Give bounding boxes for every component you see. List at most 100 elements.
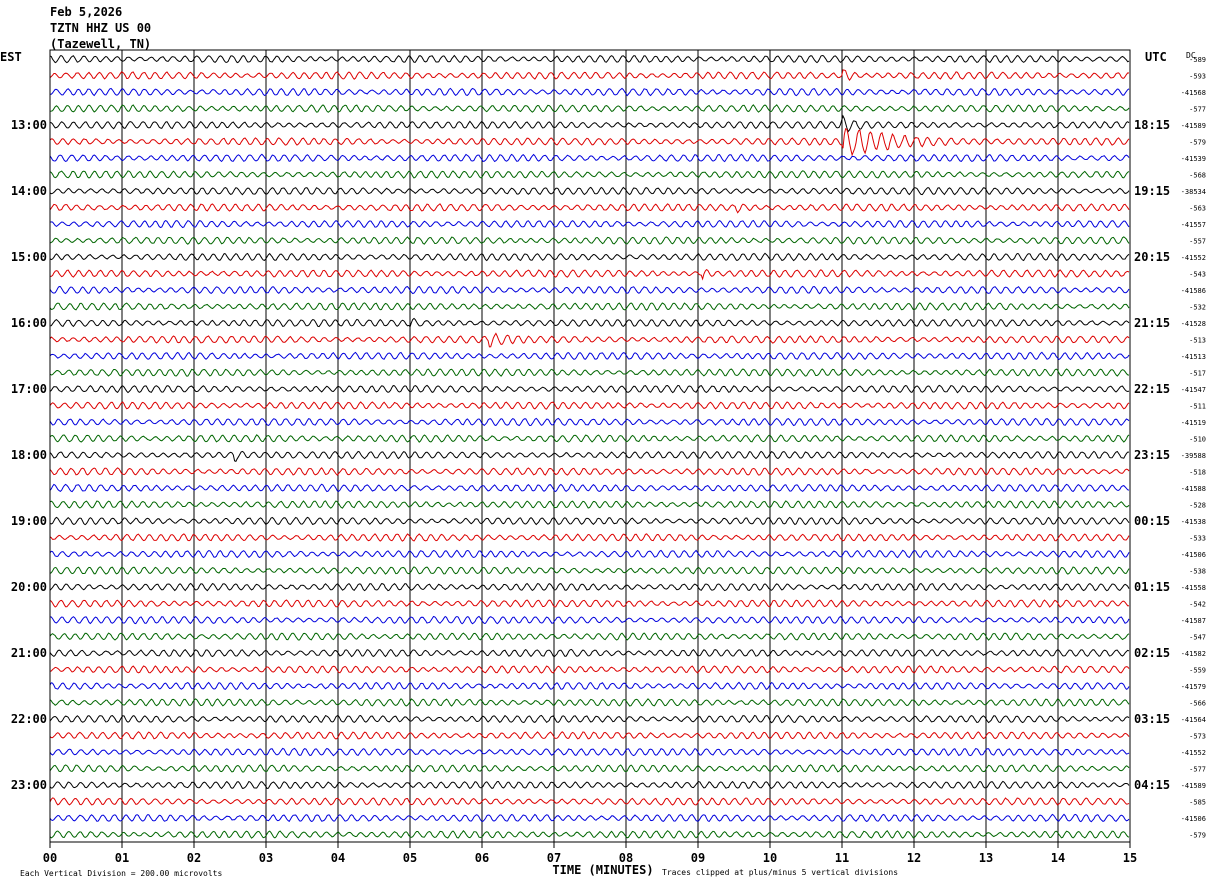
est-hour-label: 20:00: [11, 580, 47, 594]
x-tick-label: 05: [403, 851, 417, 865]
utc-hour-label: 00:15: [1134, 514, 1170, 528]
est-hour-label: 23:00: [11, 778, 47, 792]
seismic-trace: [49, 351, 1130, 361]
seismic-trace: [49, 317, 1130, 328]
est-hour-label: 21:00: [11, 646, 47, 660]
dc-offset-label: -559: [1189, 667, 1206, 675]
seismic-trace: [49, 417, 1130, 427]
seismic-trace: [49, 285, 1130, 295]
dc-offset-label: -579: [1189, 832, 1206, 840]
seismic-trace: [49, 203, 1130, 214]
x-tick-label: 02: [187, 851, 201, 865]
dc-offset-label: -568: [1189, 172, 1206, 180]
seismic-trace: [49, 332, 1130, 348]
seismic-trace: [49, 302, 1130, 311]
seismic-trace: [49, 797, 1130, 806]
dc-offset-label: -547: [1189, 634, 1206, 642]
dc-offset-label: -41564: [1181, 716, 1206, 724]
dc-offset-label: -41506: [1181, 815, 1206, 823]
dc-offset-label: -510: [1189, 436, 1206, 444]
seismic-trace: [49, 54, 1130, 64]
plot-date: Feb 5,2026: [50, 5, 123, 19]
utc-hour-label: 19:15: [1134, 184, 1170, 198]
dc-offset-label: -566: [1189, 700, 1206, 708]
est-hour-label: 17:00: [11, 382, 47, 396]
dc-offset-label: -577: [1189, 106, 1206, 114]
dc-offset-label: -41589: [1181, 122, 1206, 130]
x-tick-label: 13: [979, 851, 993, 865]
est-hour-labels: 13:00 14:00 15:00 16:00 17:00 18:00 19:00 20:00…: [11, 118, 47, 792]
dc-offset-label: -41582: [1181, 650, 1206, 658]
dc-offset-label: -538: [1189, 568, 1206, 576]
seismic-trace: [49, 681, 1130, 691]
utc-hour-label: 04:15: [1134, 778, 1170, 792]
dc-offset-label: -41513: [1181, 353, 1206, 361]
dc-offset-label: -41547: [1181, 386, 1206, 394]
seismic-trace: [49, 648, 1130, 658]
dc-offset-label: -41538: [1181, 518, 1206, 526]
seismic-trace: [49, 467, 1130, 476]
seismic-trace: [49, 500, 1130, 509]
seismic-trace: [50, 87, 1130, 97]
x-tick-label: 03: [259, 851, 273, 865]
plot-frame: [49, 49, 1131, 843]
seismic-trace: [49, 830, 1130, 839]
x-axis-ticks: 00 01 02 03 04 05 06 07 08 09 10 11 12 13 14 15: [43, 842, 1137, 865]
seismic-trace: [49, 368, 1130, 377]
seismic-trace: [49, 549, 1130, 559]
utc-label: UTC: [1145, 50, 1167, 64]
dc-offset-label: -577: [1189, 766, 1206, 774]
seismic-trace: [49, 483, 1130, 493]
x-tick-label: 06: [475, 851, 489, 865]
seismic-trace: [49, 153, 1130, 163]
dc-offset-label: -41539: [1181, 155, 1206, 163]
dc-offset-label: -542: [1189, 601, 1206, 609]
seismic-trace: [49, 813, 1130, 823]
x-tick-label: 15: [1123, 851, 1137, 865]
seismic-trace: [49, 114, 1130, 133]
seismic-trace: [49, 780, 1130, 790]
seismic-trace: [49, 219, 1130, 229]
trace-group: [49, 54, 1130, 839]
seismic-trace: [49, 665, 1130, 674]
utc-hour-label: 21:15: [1134, 316, 1170, 330]
seismic-trace: [49, 104, 1130, 113]
x-tick-label: 14: [1051, 851, 1065, 865]
seismic-trace: [49, 450, 1129, 463]
dc-offset-label: -41579: [1181, 683, 1206, 691]
utc-hour-label: 23:15: [1134, 448, 1170, 462]
dc-offset-label: -518: [1189, 469, 1206, 477]
dc-offset-labels: -589 -593 -41568 -577 -41589 -579 -41539 -568 -3…: [1181, 56, 1206, 840]
seismic-trace: [49, 236, 1130, 245]
dc-offset-label: -41587: [1181, 617, 1206, 625]
x-axis-title: TIME (MINUTES): [552, 863, 653, 877]
x-tick-label: 00: [43, 851, 57, 865]
utc-hour-label: 03:15: [1134, 712, 1170, 726]
utc-hour-label: 18:15: [1134, 118, 1170, 132]
utc-hour-label: 01:15: [1134, 580, 1170, 594]
dc-offset-label: -579: [1189, 139, 1206, 147]
x-tick-label: 08: [619, 851, 633, 865]
seismic-trace: [49, 731, 1130, 740]
x-tick-label: 09: [691, 851, 705, 865]
utc-hour-label: 02:15: [1134, 646, 1170, 660]
dc-offset-label: -517: [1189, 370, 1206, 378]
minute-grid: [121, 50, 1059, 842]
dc-offset-label: -41528: [1181, 320, 1206, 328]
station-location: (Tazewell, TN): [50, 37, 152, 51]
seismic-trace: [49, 698, 1130, 707]
dc-offset-label: -511: [1189, 403, 1206, 411]
dc-offset-label: -563: [1189, 205, 1206, 213]
utc-hour-label: 22:15: [1134, 382, 1170, 396]
seismic-trace: [49, 615, 1130, 625]
dc-offset-label: -41588: [1181, 485, 1206, 493]
dc-offset-label: -41519: [1181, 419, 1206, 427]
seismic-trace: [49, 434, 1130, 443]
dc-offset-label: -533: [1189, 535, 1206, 543]
dc-offset-label: -513: [1189, 337, 1206, 345]
x-tick-label: 11: [835, 851, 849, 865]
seismic-trace: [49, 69, 1130, 81]
seismic-trace: [49, 599, 1130, 608]
dc-offset-label: -532: [1189, 304, 1206, 312]
